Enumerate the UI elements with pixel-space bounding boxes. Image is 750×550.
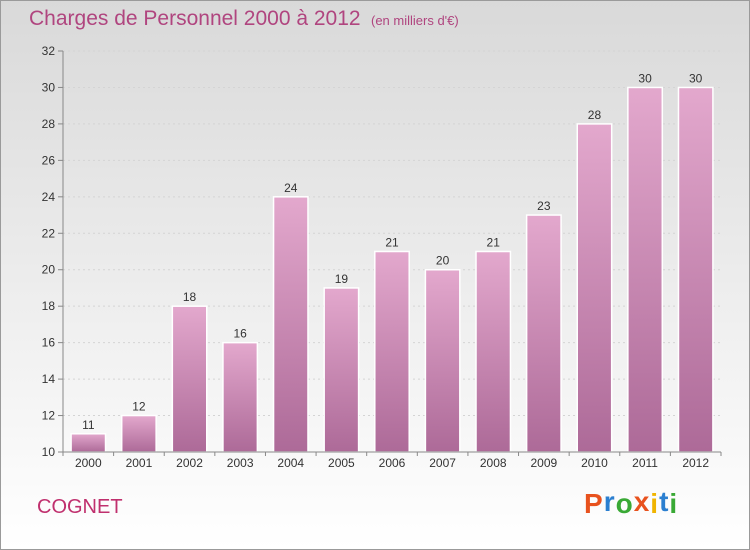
logo-letter: r bbox=[603, 486, 616, 517]
y-tick-label: 20 bbox=[42, 263, 56, 277]
bar-2003[interactable] bbox=[222, 341, 259, 453]
logo-letter: t bbox=[659, 486, 670, 517]
data-label: 16 bbox=[233, 327, 247, 341]
x-tick-label: 2001 bbox=[126, 456, 153, 470]
y-tick-label: 22 bbox=[42, 226, 56, 240]
x-tick-label: 2004 bbox=[277, 456, 304, 470]
y-tick-label: 12 bbox=[42, 409, 56, 423]
y-tick-label: 14 bbox=[42, 372, 56, 386]
y-tick-label: 28 bbox=[42, 117, 56, 131]
y-tick-label: 18 bbox=[42, 299, 56, 313]
chart-title: Charges de Personnel 2000 à 2012 bbox=[29, 7, 361, 30]
x-tick-label: 2007 bbox=[429, 456, 456, 470]
data-label: 21 bbox=[385, 236, 399, 250]
x-tick-label: 2000 bbox=[75, 456, 102, 470]
x-tick-label: 2005 bbox=[328, 456, 355, 470]
y-tick-label: 10 bbox=[42, 445, 56, 459]
data-label: 23 bbox=[537, 199, 551, 213]
y-tick-label: 32 bbox=[42, 44, 56, 58]
x-tick-label: 2011 bbox=[632, 456, 658, 470]
proxiti-logo[interactable]: Proxiti bbox=[584, 486, 679, 520]
bar-2011[interactable] bbox=[627, 86, 664, 453]
data-label: 28 bbox=[588, 108, 602, 122]
commune-name: COGNET bbox=[37, 496, 123, 518]
bar-2008[interactable] bbox=[475, 250, 512, 453]
bar-2006[interactable] bbox=[374, 250, 410, 453]
axes: 10 12 14 16 18 20 22 24 26 28 30 32 2000 2001 2002 2003… bbox=[42, 44, 722, 470]
x-tick-label: 2003 bbox=[227, 456, 254, 470]
data-label: 19 bbox=[335, 272, 349, 286]
chart-subtitle: (en milliers d'€) bbox=[371, 13, 459, 28]
data-label: 30 bbox=[689, 71, 703, 85]
x-tick-label: 2012 bbox=[682, 456, 709, 470]
logo-letter: o bbox=[615, 488, 634, 519]
bar-2007[interactable] bbox=[424, 268, 461, 453]
data-label: 18 bbox=[183, 290, 197, 304]
y-tick-label: 16 bbox=[42, 336, 56, 350]
data-label: 20 bbox=[436, 254, 450, 268]
bar-2012[interactable] bbox=[677, 86, 714, 453]
data-labels: 11 12 18 16 24 19 21 20 21 23 28 30 30 bbox=[82, 71, 703, 431]
y-tick-label: 30 bbox=[42, 80, 56, 94]
x-tick-label: 2009 bbox=[530, 456, 557, 470]
data-label: 24 bbox=[284, 181, 298, 195]
bar-2001[interactable] bbox=[120, 414, 157, 453]
data-label: 21 bbox=[487, 236, 501, 250]
y-tick-label: 26 bbox=[42, 153, 56, 167]
bar-2009[interactable] bbox=[525, 214, 562, 453]
bar-chart: 10 12 14 16 18 20 22 24 26 28 30 32 2000 2001 2002 2003… bbox=[42, 44, 722, 470]
bar-2000[interactable] bbox=[70, 433, 107, 453]
x-tick-label: 2010 bbox=[581, 456, 608, 470]
logo-letter: i bbox=[650, 488, 660, 519]
y-tick-label: 24 bbox=[42, 190, 56, 204]
x-tick-label: 2008 bbox=[480, 456, 507, 470]
x-tick-label: 2006 bbox=[379, 456, 406, 470]
bar-2010[interactable] bbox=[576, 123, 613, 453]
logo-letter: P bbox=[584, 488, 604, 519]
bars bbox=[70, 86, 714, 453]
bar-2005[interactable] bbox=[323, 287, 360, 453]
logo-letter: x bbox=[633, 486, 651, 517]
logo-letter: i bbox=[669, 488, 679, 519]
bar-2004[interactable] bbox=[272, 196, 309, 453]
data-label: 11 bbox=[82, 418, 95, 432]
x-tick-label: 2002 bbox=[176, 456, 203, 470]
data-label: 12 bbox=[132, 400, 146, 414]
bar-2002[interactable] bbox=[171, 305, 208, 453]
data-label: 30 bbox=[638, 71, 652, 85]
